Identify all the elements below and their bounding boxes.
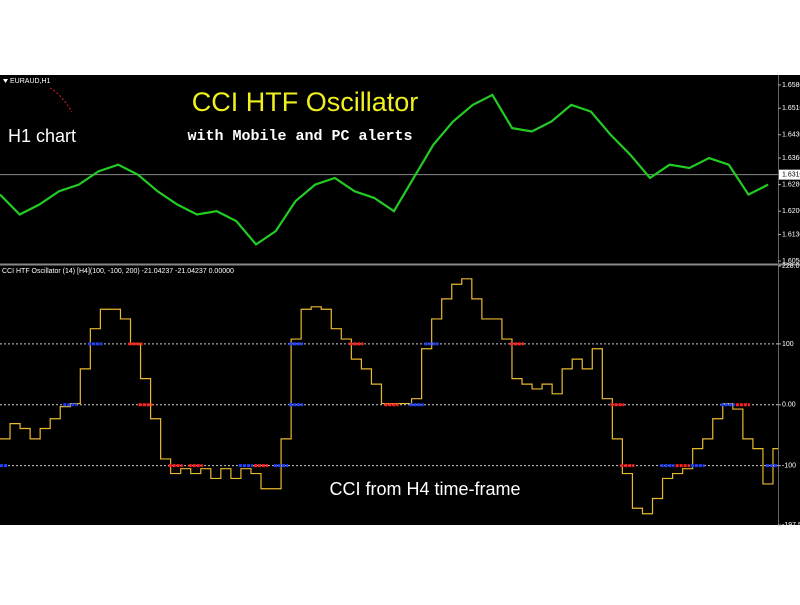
chart-window [0,75,800,525]
y-tick-label: 228.01 [782,263,800,270]
symbol-label: EURAUD,H1 [10,78,51,85]
y-tick-label: 1.6050 [782,258,800,265]
subtitle: with Mobile and PC alerts [187,128,412,145]
y-tick-label: 1.6580 [782,82,800,89]
pointer-arrow [49,87,73,113]
y-tick-label: 1.6200 [782,208,800,215]
annotation: H1 chart [8,126,76,146]
series-line [0,93,769,246]
current-price-box [779,169,800,180]
indicator-header: CCI HTF Oscillator (14) [H4](100, -100, … [2,268,234,275]
y-tick-label: -100 [782,462,796,469]
y-tick-label: -197.5 [782,522,800,529]
menu-arrow [3,79,8,83]
y-tick-label: 100 [782,341,794,348]
y-tick-label: 0.00 [782,402,796,409]
y-tick-label: 1.6510 [782,105,800,112]
annotation: CCI from H4 time-frame [329,479,520,499]
y-tick-label: 1.6130 [782,231,800,238]
current-price-label: 1.6310 [782,171,800,178]
y-tick-label: 1.6430 [782,132,800,139]
y-tick-label: 1.6280 [782,181,800,188]
y-tick-label: 1.6360 [782,155,800,162]
title: CCI HTF Oscillator [192,87,419,117]
